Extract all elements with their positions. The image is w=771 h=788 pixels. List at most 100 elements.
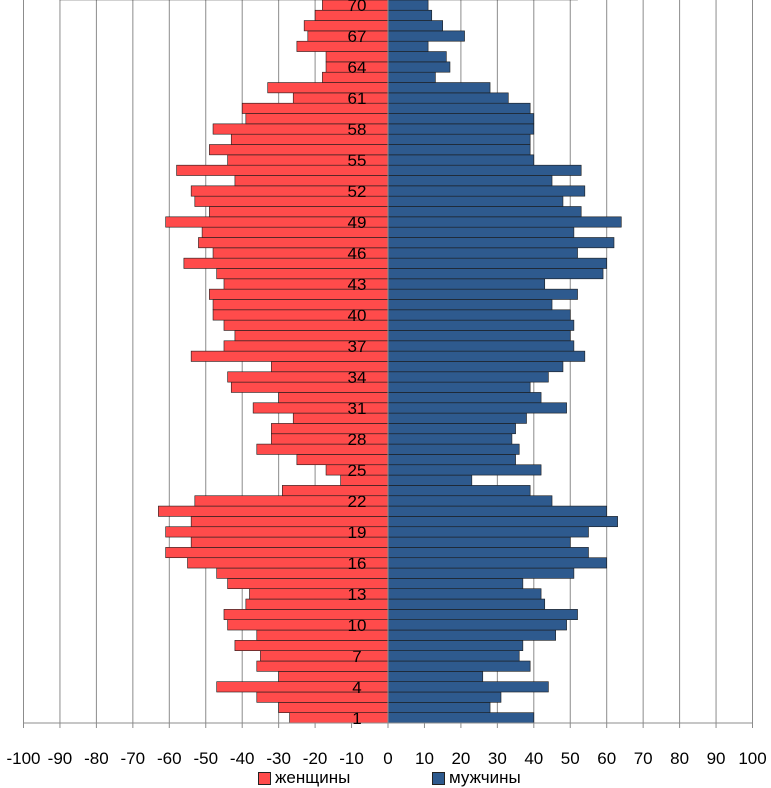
- y-tick-label: 52: [348, 182, 367, 201]
- bar-men: [387, 92, 509, 104]
- bar-women: [278, 392, 389, 404]
- bar-men: [387, 474, 473, 486]
- bar-women: [216, 681, 389, 693]
- bar-women: [296, 40, 389, 52]
- x-tick-label: -50: [193, 749, 218, 768]
- bar-men: [387, 629, 556, 641]
- y-tick-label: 13: [348, 585, 367, 604]
- bar-women: [252, 402, 389, 414]
- bar-women: [260, 650, 389, 662]
- bar-men: [387, 588, 542, 600]
- y-tick-label: 58: [348, 120, 367, 139]
- y-tick-label: 37: [348, 337, 367, 356]
- x-tick-label: -70: [121, 749, 146, 768]
- bar-men: [387, 206, 582, 218]
- bar-men: [387, 361, 564, 373]
- bar-men: [387, 433, 513, 445]
- x-tick-label: 20: [451, 749, 470, 768]
- bar-men: [387, 650, 520, 662]
- legend-item-women: женщины: [258, 768, 350, 788]
- bar-men: [387, 640, 524, 651]
- y-tick-label: 70: [348, 0, 367, 15]
- x-tick-label: 90: [707, 749, 726, 768]
- bar-men: [387, 102, 531, 114]
- x-tick-label: -20: [303, 749, 328, 768]
- bar-men: [387, 691, 502, 703]
- y-tick-label: 46: [348, 244, 367, 263]
- bar-women: [234, 640, 389, 651]
- bar-men: [387, 392, 542, 404]
- x-tick-label: -60: [157, 749, 182, 768]
- x-tick-label: 10: [415, 749, 434, 768]
- y-tick-label: 34: [348, 368, 367, 387]
- bar-men: [387, 113, 535, 125]
- bar-men: [387, 319, 575, 331]
- x-tick-label: 30: [488, 749, 507, 768]
- bar-men: [387, 82, 491, 94]
- bar-women: [256, 660, 389, 672]
- bar-men: [387, 133, 531, 145]
- bar-men: [387, 516, 618, 528]
- bar-men: [387, 237, 615, 249]
- y-tick-label: 43: [348, 275, 367, 294]
- bar-men: [387, 660, 531, 672]
- bar-women: [296, 454, 389, 466]
- bar-men: [387, 195, 564, 207]
- bar-men: [387, 712, 535, 724]
- bar-women: [245, 598, 389, 610]
- bars: [59, 0, 622, 724]
- bar-men: [387, 9, 433, 21]
- bar-women: [303, 20, 389, 32]
- bar-men: [387, 330, 571, 342]
- bar-men: [387, 454, 516, 466]
- bar-men: [387, 371, 549, 383]
- y-tick-label: 16: [348, 554, 367, 573]
- bar-men: [387, 30, 465, 42]
- bar-men: [387, 412, 527, 424]
- legend-swatch-men: [432, 771, 445, 785]
- bar-women: [281, 485, 389, 497]
- bar-men: [387, 578, 524, 590]
- bar-men: [387, 495, 553, 507]
- x-tick-label: 40: [524, 749, 543, 768]
- bar-men: [387, 185, 586, 197]
- bar-women: [278, 671, 389, 682]
- bar-women: [271, 361, 389, 373]
- x-tick-label: -90: [48, 749, 73, 768]
- y-tick-label: 49: [348, 213, 367, 232]
- bar-men: [387, 526, 589, 538]
- bar-men: [387, 164, 582, 176]
- x-tick-labels: -100 -90 -80 -70 -60 -50 -40 -30 -20 -10 0 10 20 30 40…: [6, 723, 767, 768]
- bar-men: [387, 288, 578, 300]
- bar-women: [278, 702, 389, 713]
- y-tick-labels: 1 4 7 10 13 16 19 22 25 28 31 34 37 40 43 46 49 52 55 58 61 6…: [348, 0, 367, 728]
- bar-men: [387, 123, 535, 135]
- bar-men: [387, 51, 447, 63]
- bar-men: [387, 464, 542, 476]
- bar-women: [256, 629, 389, 641]
- bar-women: [292, 412, 389, 424]
- bar-men: [387, 0, 429, 11]
- bar-men: [387, 505, 607, 517]
- bar-men: [387, 175, 553, 187]
- bar-men: [387, 216, 622, 228]
- bar-men: [387, 671, 484, 682]
- x-tick-label: -100: [6, 749, 40, 768]
- legend-label-women: женщины: [275, 768, 351, 787]
- bar-men: [387, 40, 429, 52]
- x-tick-label: 70: [634, 749, 653, 768]
- bar-men: [387, 536, 571, 548]
- bar-men: [387, 154, 535, 166]
- bar-men: [387, 350, 586, 362]
- bar-men: [387, 226, 575, 238]
- bar-men: [387, 402, 567, 414]
- y-tick-label: 7: [352, 647, 361, 666]
- y-tick-label: 64: [348, 58, 367, 77]
- x-tick-label: -10: [339, 749, 364, 768]
- bar-men: [387, 423, 516, 435]
- x-tick-label: 80: [670, 749, 689, 768]
- bar-men: [387, 309, 571, 321]
- y-tick-label: 22: [348, 492, 367, 511]
- bar-men: [387, 557, 607, 569]
- bar-men: [387, 247, 578, 259]
